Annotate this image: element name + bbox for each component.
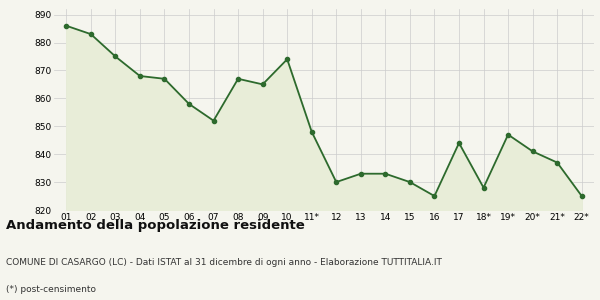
Text: Andamento della popolazione residente: Andamento della popolazione residente xyxy=(6,219,305,232)
Text: COMUNE DI CASARGO (LC) - Dati ISTAT al 31 dicembre di ogni anno - Elaborazione T: COMUNE DI CASARGO (LC) - Dati ISTAT al 3… xyxy=(6,258,442,267)
Text: (*) post-censimento: (*) post-censimento xyxy=(6,285,96,294)
